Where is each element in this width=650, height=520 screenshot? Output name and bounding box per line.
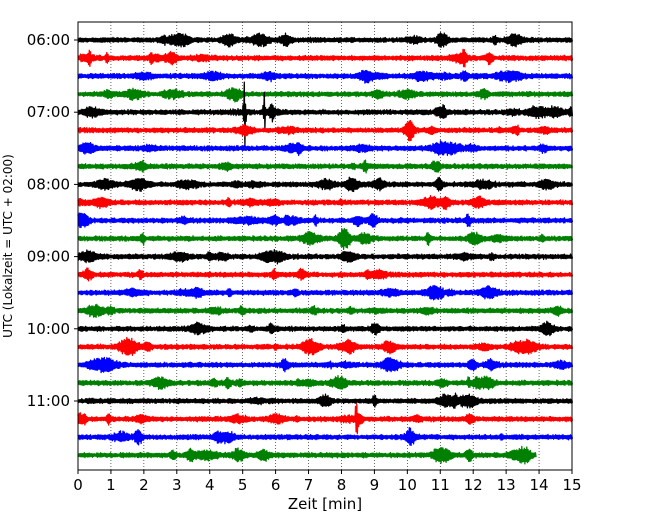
- plot-frame: [77, 21, 573, 471]
- trace-1015: [77, 336, 574, 357]
- trace-0730: [77, 140, 574, 156]
- y-tick-label: 11:00: [27, 392, 70, 410]
- x-tick-label: 7: [304, 476, 314, 494]
- trace-0915: [77, 267, 574, 282]
- x-tick-label: 9: [370, 476, 380, 494]
- trace-0830: [77, 212, 574, 229]
- y-tick-label: 08:00: [27, 175, 70, 193]
- x-tick-label: 0: [73, 476, 83, 494]
- x-axis-ticks: 0 1 2 3 4 5 6 7 8 9 10 11 12 13 14 15: [73, 470, 582, 494]
- x-tick-label: 8: [337, 476, 347, 494]
- trace-0745: [77, 159, 574, 174]
- x-tick-label: 5: [238, 476, 248, 494]
- y-tick-label: 09:00: [27, 248, 70, 266]
- x-tick-label: 13: [497, 476, 516, 494]
- y-axis-label: UTC (Lokalzeit = UTC + 02:00): [1, 154, 15, 338]
- trace-0715: [77, 120, 574, 142]
- trace-0600: [77, 32, 574, 48]
- x-tick-label: 12: [464, 476, 483, 494]
- x-tick-label: 3: [172, 476, 182, 494]
- y-axis-ticks: 06:00 07:00 08:00 09:00 10:00 11:00: [27, 31, 78, 410]
- y-tick-label: 07:00: [27, 103, 70, 121]
- y-tick-label: 06:00: [27, 31, 70, 49]
- seismic-traces: [77, 32, 574, 465]
- trace-0845: [77, 227, 574, 251]
- trace-1030: [77, 356, 574, 374]
- trace-1100: [77, 392, 574, 409]
- trace-0700: [77, 81, 574, 148]
- x-tick-label: 14: [530, 476, 549, 494]
- trace-0630: [77, 69, 574, 84]
- trace-0815: [77, 194, 574, 211]
- trace-1130: [77, 427, 574, 446]
- trace-1045: [77, 375, 574, 391]
- trace-1000: [77, 320, 574, 337]
- trace-0900: [77, 249, 574, 265]
- x-axis-label: Zeit [min]: [288, 495, 362, 513]
- y-tick-label: 10:00: [27, 320, 70, 338]
- x-tick-label: 10: [398, 476, 417, 494]
- x-tick-label: 6: [271, 476, 281, 494]
- trace-0800: [77, 176, 574, 193]
- trace-1145: [77, 445, 537, 465]
- x-tick-label: 11: [431, 476, 450, 494]
- trace-0615: [77, 48, 574, 68]
- trace-0930: [77, 284, 574, 301]
- trace-0945: [77, 303, 574, 319]
- x-tick-label: 4: [205, 476, 215, 494]
- x-tick-label: 1: [106, 476, 116, 494]
- trace-0645: [77, 87, 574, 103]
- trace-1115: [77, 403, 574, 435]
- x-tick-label: 2: [139, 476, 149, 494]
- x-tick-label: 15: [562, 476, 581, 494]
